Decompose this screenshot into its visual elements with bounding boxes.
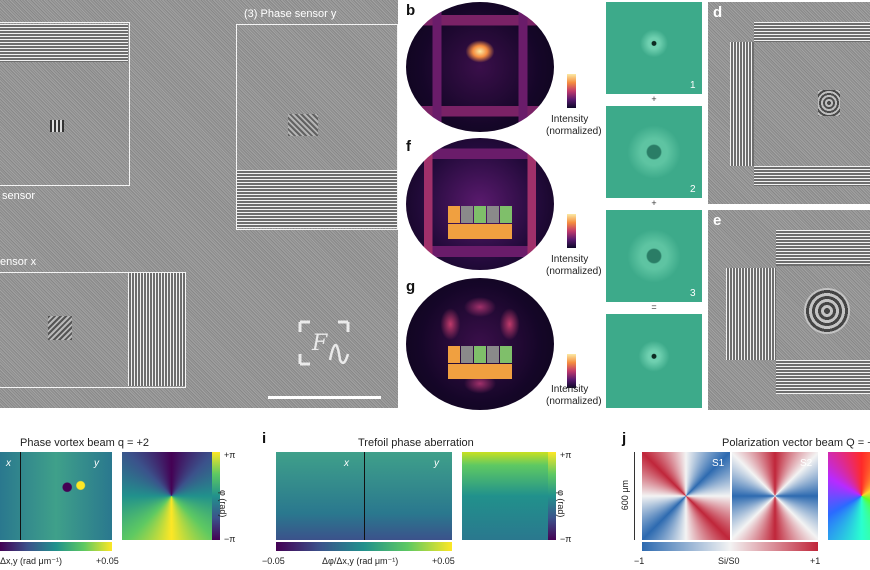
panel-label-b: b [406,2,416,19]
scale-bar [268,396,381,399]
sensor-frame-phase-y [236,24,398,230]
c-image-sum [606,314,702,408]
c-image-1 [606,2,702,94]
i-phase-bottom: −π [560,534,572,544]
j-s1-label: S1 [712,458,725,469]
label-sensor: sensor [2,190,36,202]
i-x-label: x [344,458,349,469]
panel-label-i: i [262,430,267,447]
colorbar-b-label-1: Intensity [551,114,589,125]
pixel-schematic-f [448,206,516,240]
pixel-schematic-g [448,346,516,380]
i-tick-right: +0.05 [432,556,455,566]
grating-phase-x [128,273,185,386]
intensity-disk-g [406,278,554,410]
i-title: Trefoil phase aberration [358,437,474,449]
h-phase-colorbar [212,452,220,540]
grating-phase-y [237,170,397,228]
i-colorbar [276,542,452,551]
i-y-label: y [434,458,439,469]
i-phase-top: +π [560,450,572,460]
j-tick-right: +1 [810,556,821,566]
h-title: Phase vortex beam q = +2 [20,437,150,449]
h-colorbar [0,542,112,551]
h-phase-top: +π [224,450,236,460]
c-operator-3: = [651,302,657,312]
panel-e-sem [708,210,870,410]
colorbar-f-label-2: (normalized) [546,266,602,277]
c-number-2: 2 [690,184,696,195]
h-phase-bottom: −π [224,534,236,544]
c-operator-1: + [651,94,657,104]
c-image-3 [606,210,702,302]
intensity-disk-b [406,2,554,132]
j-color-wheel-map [828,452,870,540]
h-tick-right: +0.05 [96,556,119,566]
panel-label-e: e [713,212,722,229]
c-image-2 [606,106,702,198]
sensor-frame-top-left [0,22,130,186]
h-phase-map [122,452,212,540]
central-pattern-x [48,316,72,340]
panel-label-g: g [406,278,416,295]
j-scale-label: 600 μm [620,480,630,511]
j-axis-label: Si/S0 [718,556,740,566]
svg-text:F: F [311,331,328,356]
colorbar-f-label-1: Intensity [551,254,589,265]
central-pattern-y [288,114,318,136]
sensor-frame-phase-x [0,272,186,388]
c-operator-2: + [651,198,657,208]
label-phase-sensor-y: (3) Phase sensor y [244,8,337,20]
i-gradient-map: x y [276,452,452,540]
intensity-disk-f [406,138,554,270]
c-number-1: 1 [690,80,696,91]
h-y-label: y [94,458,99,469]
j-s2-map: S2 [732,452,818,540]
colorbar-g-label-2: (normalized) [546,396,602,407]
h-phase-axis: φ (rad) [218,490,228,518]
panel-label-f: f [406,138,411,155]
colorbar-b-label-2: (normalized) [546,126,602,137]
i-phase-axis: φ (rad) [556,490,566,518]
c-number-3: 3 [690,288,696,299]
panel-label-j: j [622,430,627,447]
j-scale-bracket [634,452,635,540]
i-phase-map [462,452,548,540]
h-axis-label: Δx,y (rad μm⁻¹) [0,556,62,566]
colorbar-g [567,354,576,388]
panel-label-d: d [713,4,723,21]
j-colorbar [642,542,818,551]
panel-d-sem [708,2,870,204]
i-tick-left: −0.05 [262,556,285,566]
grating-top-left [0,24,128,62]
central-pattern [50,120,64,132]
label-sensor-x: ensor x [0,256,37,268]
colorbar-b [567,74,576,108]
i-axis-label: Δφ/Δx,y (rad μm⁻¹) [322,556,399,566]
j-s2-label: S2 [800,458,813,469]
h-gradient-map: x y [0,452,112,540]
h-x-label: x [6,458,11,469]
colorbar-f [567,214,576,248]
i-phase-colorbar [548,452,556,540]
j-tick-left: −1 [634,556,645,566]
colorbar-g-label-1: Intensity [551,384,589,395]
j-title: Polarization vector beam Q = +1 [722,437,870,449]
panel-a-sem-image: (3) Phase sensor y sensor ensor x F [0,0,398,408]
j-s1-map: S1 [642,452,730,540]
university-logo: F [296,320,352,366]
